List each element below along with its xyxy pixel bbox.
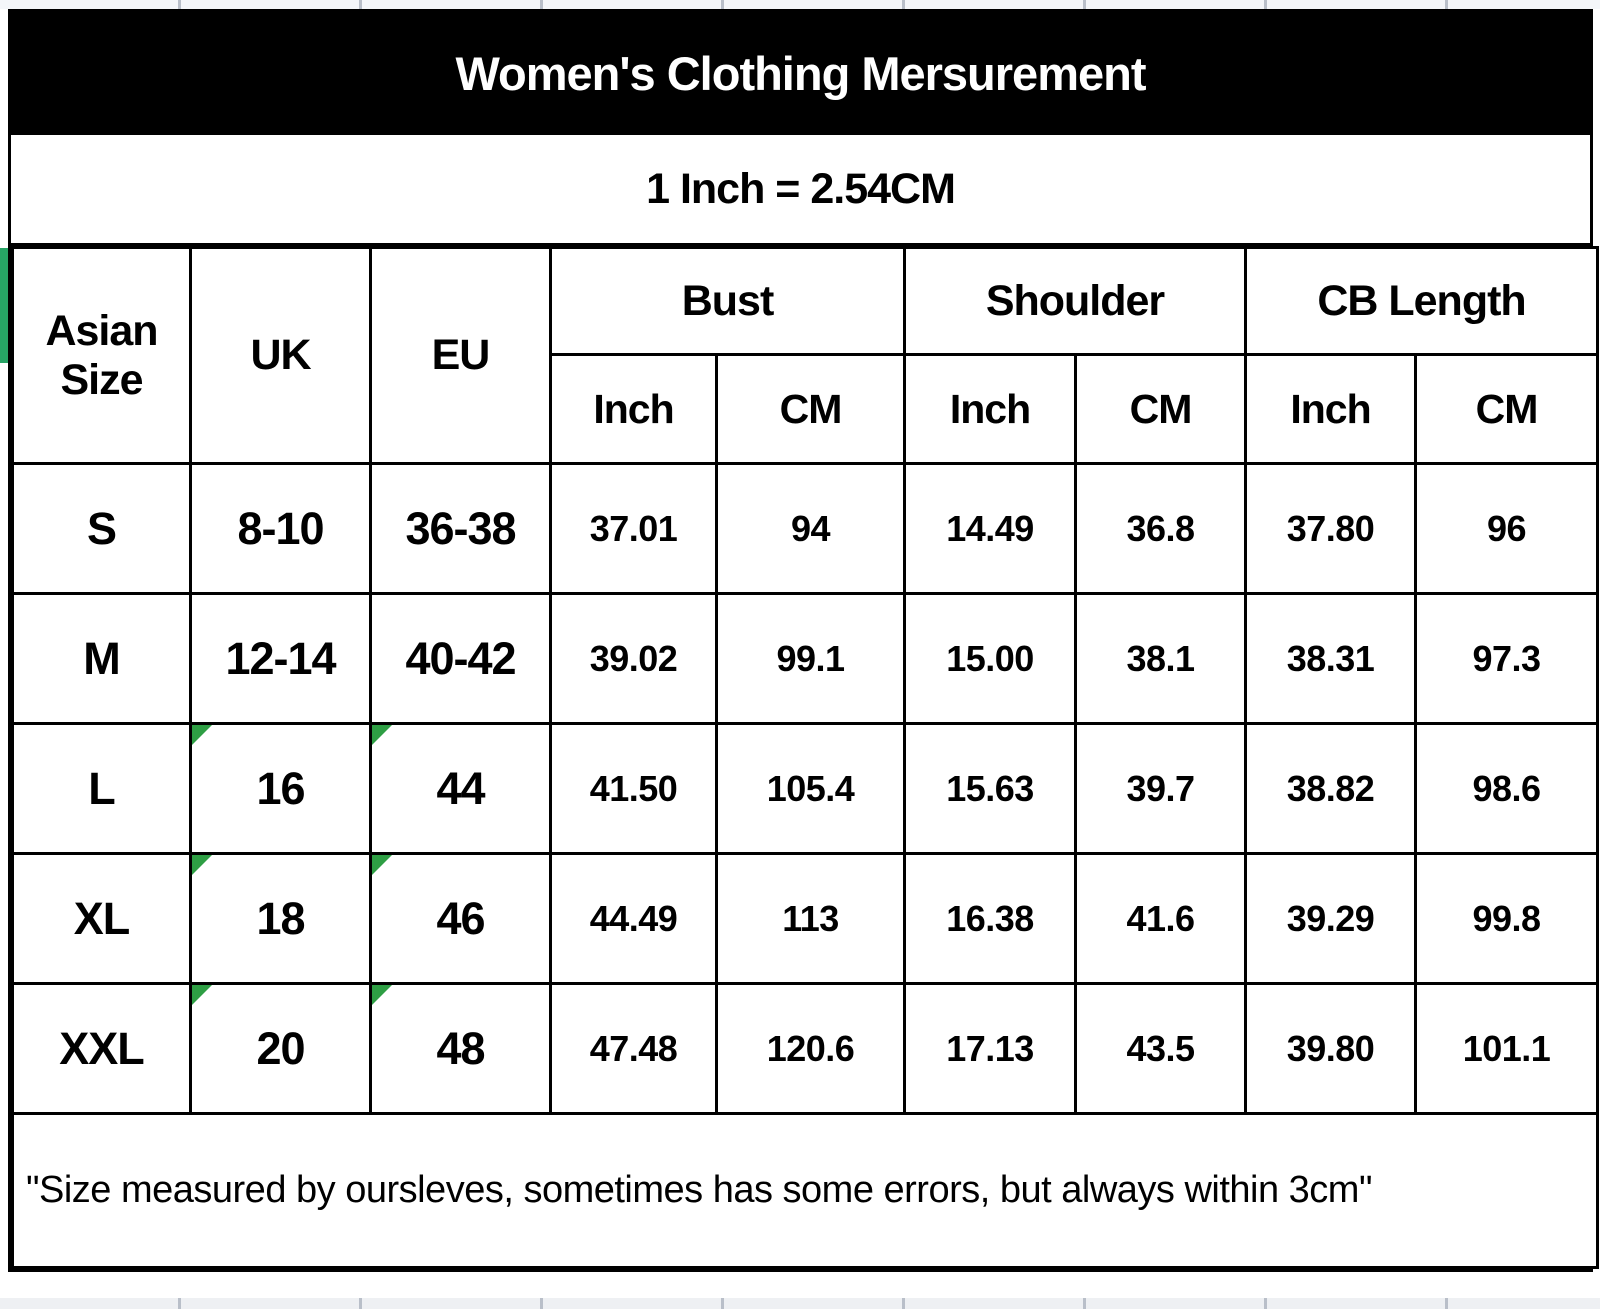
eu-cell: 44	[369, 722, 552, 855]
conversion-note-row: 1 Inch = 2.54CM	[11, 135, 1590, 246]
cb-inch-cell: 38.82	[1244, 722, 1417, 855]
cb-inch-cell: 39.29	[1244, 852, 1417, 985]
subheader-bust-inch: Inch	[549, 353, 718, 465]
shoulder-inch-cell: 15.63	[903, 722, 1077, 855]
uk-cell: 12-14	[189, 592, 372, 725]
sub-header-row: Inch CM Inch CM Inch CM	[13, 353, 1600, 465]
eu-cell: 36-38	[369, 462, 552, 595]
excel-error-flag-icon	[192, 725, 212, 745]
uk-cell: 18	[189, 852, 372, 985]
title-banner: Women's Clothing Mersurement	[11, 12, 1590, 135]
cb-cm-cell: 99.8	[1413, 852, 1600, 985]
eu-cell: 48	[369, 982, 552, 1115]
page-title: Women's Clothing Mersurement	[455, 47, 1147, 100]
shoulder-inch-cell: 14.49	[903, 462, 1077, 595]
bust-cm-cell: 94	[715, 462, 906, 595]
conversion-note: 1 Inch = 2.54CM	[646, 164, 956, 213]
uk-cell: 20	[189, 982, 372, 1115]
shoulder-cm-cell: 43.5	[1074, 982, 1247, 1115]
bust-inch-cell: 41.50	[549, 722, 718, 855]
cb-cm-cell: 96	[1413, 462, 1600, 595]
cb-cm-cell: 98.6	[1413, 722, 1600, 855]
size-cell: XXL	[11, 982, 192, 1115]
bust-inch-cell: 47.48	[549, 982, 718, 1115]
subheader-bust-cm: CM	[715, 353, 906, 465]
cb-cm-cell: 101.1	[1413, 982, 1600, 1115]
subheader-cb-cm: CM	[1413, 353, 1600, 465]
bust-inch-cell: 37.01	[549, 462, 718, 595]
cb-cm-cell: 97.3	[1413, 592, 1600, 725]
excel-error-flag-icon	[192, 855, 212, 875]
group-header-row: Asian Size UK EU Bust Shoulder CB Length	[11, 246, 1600, 465]
footnote-row: "Size measured by oursleves, sometimes h…	[10, 1112, 1600, 1269]
bust-cm-cell: 120.6	[715, 982, 906, 1115]
uk-cell: 16	[189, 722, 372, 855]
bust-cm-cell: 105.4	[715, 722, 906, 855]
size-cell: XL	[11, 852, 192, 985]
bust-inch-cell: 39.02	[549, 592, 718, 725]
uk-cell: 8-10	[189, 462, 372, 595]
shoulder-cm-cell: 36.8	[1074, 462, 1247, 595]
spreadsheet-gridline-strip-bottom	[0, 1298, 1600, 1309]
bust-cm-cell: 99.1	[715, 592, 906, 725]
shoulder-inch-cell: 15.00	[903, 592, 1077, 725]
table-row-xl: XL 18 46 44.49 113 16.38 41.6 39.29 99.8	[11, 852, 1600, 985]
table-row-l: L 16 44 41.50 105.4 15.63 39.7 38.82 98.…	[11, 722, 1600, 855]
shoulder-inch-cell: 17.13	[903, 982, 1077, 1115]
subheader-shoulder-cm: CM	[1074, 353, 1247, 465]
size-cell: L	[11, 722, 192, 855]
subheader-cb-inch: Inch	[1244, 353, 1417, 465]
measurement-table: Asian Size UK EU Bust Shoulder CB Length…	[10, 246, 1600, 1269]
header-eu: EU	[369, 246, 552, 465]
header-asian-size: Asian Size	[11, 246, 192, 465]
cb-inch-cell: 39.80	[1244, 982, 1417, 1115]
shoulder-cm-cell: 38.1	[1074, 592, 1247, 725]
eu-cell: 46	[369, 852, 552, 985]
footnote-text: "Size measured by oursleves, sometimes h…	[10, 1112, 1600, 1269]
size-chart-sheet: Women's Clothing Mersurement 1 Inch = 2.…	[8, 9, 1600, 1272]
eu-cell: 40-42	[369, 592, 552, 725]
header-cb-length: CB Length	[1243, 246, 1600, 356]
shoulder-cm-cell: 39.7	[1074, 722, 1247, 855]
excel-error-flag-icon	[372, 855, 392, 875]
header-uk: UK	[189, 246, 372, 465]
shoulder-cm-cell: 41.6	[1074, 852, 1247, 985]
header-bust: Bust	[549, 246, 906, 356]
excel-error-flag-icon	[372, 985, 392, 1005]
size-cell: S	[11, 462, 192, 595]
bust-cm-cell: 113	[715, 852, 906, 985]
bust-inch-cell: 44.49	[549, 852, 718, 985]
cb-inch-cell: 37.80	[1244, 462, 1417, 595]
excel-error-flag-icon	[192, 985, 212, 1005]
size-cell: M	[11, 592, 192, 725]
table-row-xxl: XXL 20 48 47.48 120.6 17.13 43.5 39.80 1…	[11, 982, 1600, 1115]
subheader-shoulder-inch: Inch	[903, 353, 1077, 465]
table-row-s: S 8-10 36-38 37.01 94 14.49 36.8 37.80 9…	[11, 462, 1600, 595]
spreadsheet-gridline-strip-top	[0, 0, 1600, 9]
cb-inch-cell: 38.31	[1244, 592, 1417, 725]
table-row-m: M 12-14 40-42 39.02 99.1 15.00 38.1 38.3…	[11, 592, 1600, 725]
header-shoulder: Shoulder	[903, 246, 1247, 356]
green-accent-bar	[0, 248, 8, 363]
excel-error-flag-icon	[372, 725, 392, 745]
shoulder-inch-cell: 16.38	[903, 852, 1077, 985]
